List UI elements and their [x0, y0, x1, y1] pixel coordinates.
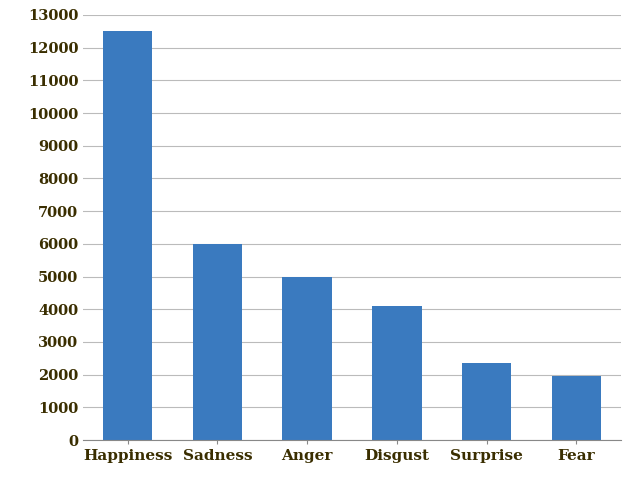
Bar — [193, 244, 242, 440]
Bar — [552, 376, 601, 440]
Bar — [282, 276, 332, 440]
Bar — [372, 306, 422, 440]
Bar — [103, 32, 152, 440]
Bar — [462, 363, 511, 440]
